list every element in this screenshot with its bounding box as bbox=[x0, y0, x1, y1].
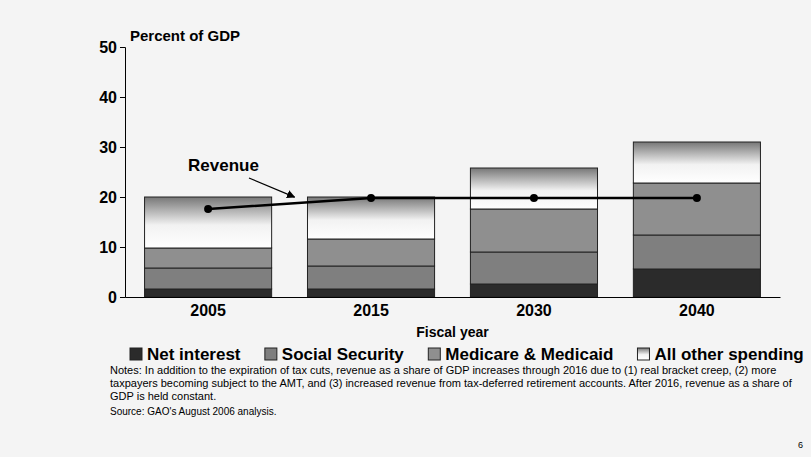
y-tick-label: 40 bbox=[99, 89, 117, 106]
y-tick-mark bbox=[120, 147, 125, 148]
page-number: 6 bbox=[798, 440, 803, 450]
x-axis-title: Fiscal year bbox=[416, 324, 489, 340]
bar-segment bbox=[307, 197, 434, 239]
y-tick-label: 50 bbox=[99, 39, 117, 56]
x-tick-label: 2030 bbox=[516, 302, 552, 319]
y-axis-title: Percent of GDP bbox=[130, 27, 240, 44]
bar-segment bbox=[633, 269, 760, 297]
y-tick: 10 bbox=[99, 239, 125, 256]
x-tick: 2005 bbox=[190, 302, 226, 319]
legend: Net interest Social Security Medicare & Me… bbox=[130, 345, 804, 364]
x-tick-label: 2005 bbox=[190, 302, 226, 319]
bar-segment bbox=[470, 168, 597, 209]
x-tick: 2040 bbox=[679, 302, 715, 319]
legend-label: Medicare & Medicaid bbox=[445, 345, 613, 364]
y-tick-mark bbox=[120, 297, 125, 298]
y-tick-label: 10 bbox=[99, 239, 117, 256]
y-axis-line bbox=[120, 48, 126, 298]
x-tick: 2030 bbox=[516, 302, 552, 319]
line-point bbox=[367, 194, 375, 202]
x-axis: 2005 2015 2030 2040 bbox=[126, 298, 781, 320]
bar-segment bbox=[470, 252, 597, 284]
y-tick-mark bbox=[120, 97, 125, 98]
x-tick: 2015 bbox=[353, 302, 389, 319]
x-tick-label: 2040 bbox=[679, 302, 715, 319]
line-point bbox=[693, 194, 701, 202]
x-axis-line bbox=[126, 297, 781, 298]
y-tick: 20 bbox=[99, 189, 125, 206]
legend-swatch bbox=[428, 348, 440, 360]
notes: Notes: In addition to the expiration of … bbox=[110, 364, 800, 403]
legend-item: Medicare & Medicaid bbox=[428, 345, 613, 364]
bar-segment bbox=[145, 248, 272, 268]
legend-item: All other spending bbox=[637, 345, 803, 364]
legend-label: Net interest bbox=[147, 345, 241, 364]
line-point bbox=[204, 205, 212, 213]
bar-segment bbox=[470, 284, 597, 297]
line-label: Revenue bbox=[188, 156, 259, 175]
y-tick: 30 bbox=[99, 139, 125, 156]
legend-item: Net interest bbox=[130, 345, 241, 364]
y-tick: 40 bbox=[99, 89, 125, 106]
legend-swatch bbox=[265, 348, 277, 360]
bar-segment bbox=[633, 142, 760, 183]
bar-segment bbox=[470, 209, 597, 252]
legend-item: Social Security bbox=[265, 345, 404, 364]
legend-label: All other spending bbox=[654, 345, 803, 364]
bar-segment bbox=[633, 183, 760, 235]
legend-swatch bbox=[637, 348, 649, 360]
bar-segment bbox=[145, 268, 272, 289]
y-tick-label: 20 bbox=[99, 189, 117, 206]
bar-segment bbox=[633, 235, 760, 269]
y-tick-mark bbox=[120, 47, 125, 48]
y-tick-mark bbox=[120, 247, 125, 248]
bar-segment bbox=[307, 289, 434, 297]
y-tick: 50 bbox=[99, 39, 125, 56]
bar-segment bbox=[145, 289, 272, 297]
y-tick-label: 0 bbox=[108, 289, 117, 306]
y-tick: 0 bbox=[108, 289, 125, 306]
annotation-arrow bbox=[249, 178, 295, 197]
y-axis: 0 10 20 30 40 50 bbox=[99, 39, 125, 306]
bar-segment bbox=[145, 197, 272, 248]
legend-label: Social Security bbox=[282, 345, 404, 364]
revenue-line bbox=[208, 198, 697, 209]
plot-area bbox=[145, 142, 761, 297]
bar-segment bbox=[307, 239, 434, 266]
line-point bbox=[530, 194, 538, 202]
bar-segment bbox=[307, 266, 434, 289]
source: Source: GAO's August 2006 analysis. bbox=[110, 406, 276, 417]
legend-swatch bbox=[130, 348, 142, 360]
y-tick-label: 30 bbox=[99, 139, 117, 156]
y-tick-mark bbox=[120, 197, 125, 198]
x-tick-label: 2015 bbox=[353, 302, 389, 319]
